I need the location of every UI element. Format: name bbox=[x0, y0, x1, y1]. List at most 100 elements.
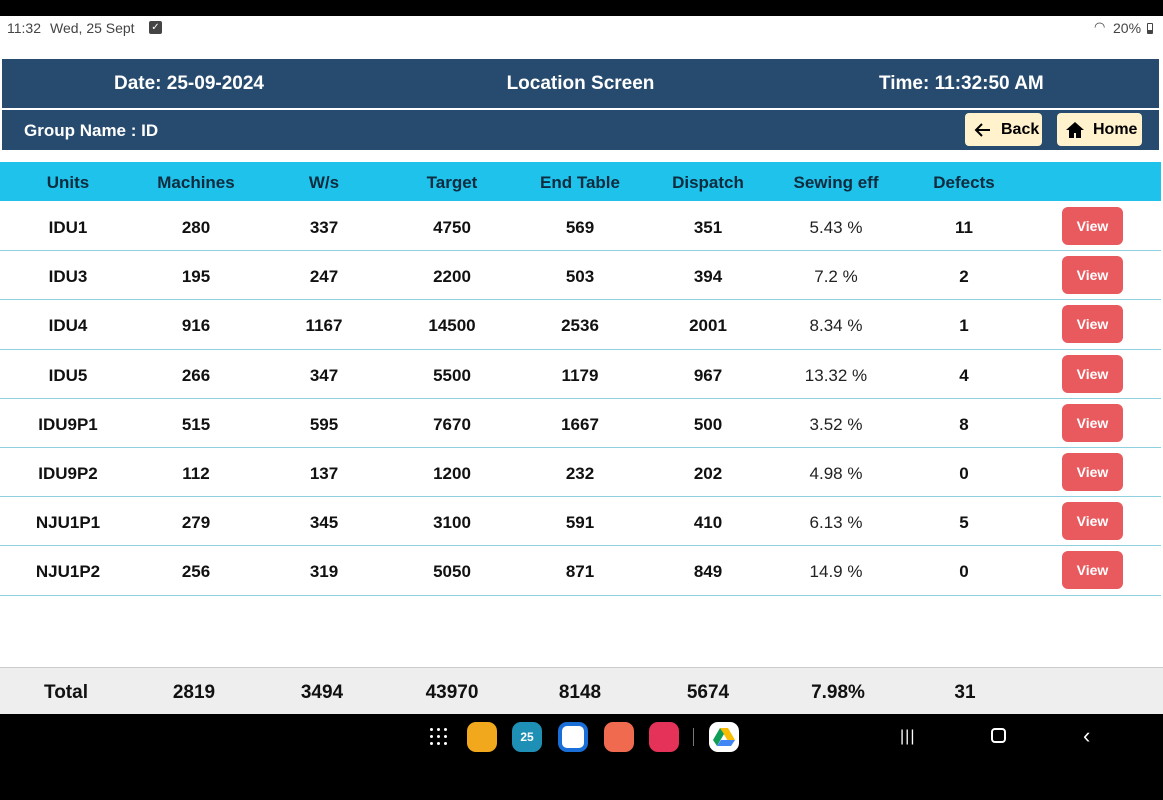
cell-target: 7670 bbox=[433, 414, 471, 434]
cell-defects: 11 bbox=[955, 218, 973, 237]
cell-machines: 916 bbox=[181, 316, 211, 336]
recent-apps-button[interactable]: ||| bbox=[900, 728, 916, 745]
cell-unit: IDU9P1 bbox=[38, 414, 98, 434]
nav-back-button[interactable]: ‹ bbox=[1083, 723, 1091, 748]
total-defects: 31 bbox=[954, 682, 976, 703]
battery-percent: 20% bbox=[1113, 20, 1142, 36]
cell-defects: 8 bbox=[959, 414, 969, 434]
total-row: Total 2819 3494 43970 8148 5674 7.98% 31 bbox=[0, 667, 1163, 714]
table-row: NJU1P2 256 319 5050 871 849 14.9 % 0 View bbox=[0, 546, 1161, 596]
cell-end-table: 569 bbox=[565, 218, 595, 237]
cell-sewing-eff: 5.43 % bbox=[809, 218, 863, 237]
app-screen: 11:32 Wed, 25 Sept ✓ ◠ 20% Location Scre… bbox=[0, 16, 1163, 714]
total-sewing-eff: 7.98% bbox=[811, 682, 865, 703]
view-button[interactable]: View bbox=[1062, 452, 1123, 491]
cell-target: 3100 bbox=[433, 513, 471, 533]
wifi-icon: ◠ bbox=[1094, 19, 1106, 34]
cell-machines: 515 bbox=[181, 414, 211, 434]
cell-end-table: 503 bbox=[565, 267, 595, 287]
cell-unit: IDU5 bbox=[48, 365, 88, 385]
cell-target: 14500 bbox=[428, 316, 476, 336]
view-button[interactable]: View bbox=[1062, 354, 1123, 393]
table-header: Units Machines W/s Target End Table Disp… bbox=[0, 162, 1161, 201]
cell-unit: IDU1 bbox=[48, 218, 88, 237]
group-name: Group Name : ID bbox=[24, 121, 159, 140]
screen-recorder-icon[interactable] bbox=[649, 722, 679, 752]
calendar-icon[interactable]: 25 bbox=[512, 722, 542, 752]
col-end-table: End Table bbox=[540, 173, 620, 192]
cell-end-table: 1179 bbox=[561, 365, 599, 385]
cell-machines: 266 bbox=[181, 365, 211, 385]
cell-sewing-eff: 3.52 % bbox=[809, 414, 863, 434]
page-title: Location Screen bbox=[506, 73, 655, 94]
total-dispatch: 5674 bbox=[686, 682, 730, 703]
cell-sewing-eff: 8.34 % bbox=[809, 316, 863, 336]
navigation-bar: 25 ||| ‹ bbox=[0, 714, 1163, 800]
cell-end-table: 2536 bbox=[561, 316, 599, 336]
col-ws: W/s bbox=[308, 173, 340, 192]
cell-defects: 5 bbox=[959, 513, 969, 533]
col-dispatch: Dispatch bbox=[672, 173, 744, 192]
messages-icon[interactable] bbox=[558, 722, 588, 752]
group-header: Group Name : ID Back Home bbox=[2, 110, 1159, 150]
view-button[interactable]: View bbox=[1062, 551, 1123, 590]
google-drive-icon[interactable] bbox=[709, 722, 739, 752]
cell-defects: 0 bbox=[959, 562, 969, 582]
cell-defects: 0 bbox=[959, 463, 969, 483]
col-machines: Machines bbox=[157, 173, 235, 192]
cell-target: 2200 bbox=[433, 267, 471, 287]
home-button[interactable]: Home bbox=[1057, 113, 1142, 146]
cell-dispatch: 351 bbox=[693, 218, 723, 237]
view-button[interactable]: View bbox=[1062, 502, 1123, 541]
status-time: 11:32 bbox=[7, 20, 41, 36]
cell-end-table: 1667 bbox=[561, 414, 599, 434]
dock-divider bbox=[693, 728, 694, 746]
cell-ws: 1167 bbox=[305, 316, 343, 336]
top-header: Location Screen Date: 25-09-2024 Time: 1… bbox=[2, 59, 1159, 108]
col-defects: Defects bbox=[933, 173, 995, 192]
cell-unit: IDU4 bbox=[48, 316, 88, 336]
total-target: 43970 bbox=[425, 682, 479, 703]
contacts-icon[interactable] bbox=[604, 722, 634, 752]
cell-target: 4750 bbox=[433, 218, 471, 237]
status-bar: 11:32 Wed, 25 Sept ✓ ◠ 20% bbox=[0, 16, 1163, 42]
cell-unit: IDU9P2 bbox=[38, 463, 98, 483]
home-icon bbox=[1066, 121, 1084, 138]
table-row: IDU1 280 337 4750 569 351 5.43 % 11 View bbox=[0, 202, 1161, 252]
cell-dispatch: 849 bbox=[693, 562, 723, 582]
back-button-label: Back bbox=[1001, 120, 1040, 138]
cell-defects: 1 bbox=[959, 316, 969, 336]
cell-end-table: 871 bbox=[565, 562, 595, 582]
table-row: IDU9P2 112 137 1200 232 202 4.98 % 0 View bbox=[0, 448, 1161, 498]
table-row: IDU3 195 247 2200 503 394 7.2 % 2 View bbox=[0, 251, 1161, 301]
col-target: Target bbox=[426, 173, 478, 192]
app-drawer-icon[interactable] bbox=[430, 728, 448, 746]
cell-machines: 256 bbox=[181, 562, 211, 582]
cell-ws: 319 bbox=[309, 562, 339, 582]
cell-machines: 112 bbox=[182, 463, 210, 483]
cell-ws: 137 bbox=[309, 463, 339, 483]
header-time: Time: 11:32:50 AM bbox=[879, 73, 1044, 94]
view-button[interactable]: View bbox=[1062, 207, 1123, 245]
cell-ws: 347 bbox=[309, 365, 339, 385]
cell-target: 5500 bbox=[433, 365, 471, 385]
cell-unit: NJU1P2 bbox=[35, 562, 101, 582]
col-units: Units bbox=[46, 173, 90, 192]
cell-unit: NJU1P1 bbox=[35, 513, 101, 533]
nav-home-button[interactable] bbox=[991, 728, 1006, 743]
table-row: IDU5 266 347 5500 1179 967 13.32 % 4 View bbox=[0, 350, 1161, 399]
view-button[interactable]: View bbox=[1062, 305, 1123, 344]
cell-dispatch: 967 bbox=[693, 365, 723, 385]
view-button[interactable]: View bbox=[1062, 403, 1123, 442]
header-date: Date: 25-09-2024 bbox=[114, 73, 264, 94]
cell-dispatch: 410 bbox=[693, 513, 723, 533]
view-button[interactable]: View bbox=[1062, 256, 1123, 295]
my-files-icon[interactable] bbox=[467, 722, 497, 752]
col-sewing-eff: Sewing eff bbox=[793, 173, 879, 192]
total-label: Total bbox=[44, 682, 88, 703]
cell-machines: 195 bbox=[181, 267, 211, 287]
back-button[interactable]: Back bbox=[965, 113, 1042, 146]
cell-sewing-eff: 7.2 % bbox=[814, 267, 858, 287]
table-body: IDU1 280 337 4750 569 351 5.43 % 11 View IDU3 195 2… bbox=[0, 202, 1161, 596]
cell-end-table: 591 bbox=[565, 513, 595, 533]
